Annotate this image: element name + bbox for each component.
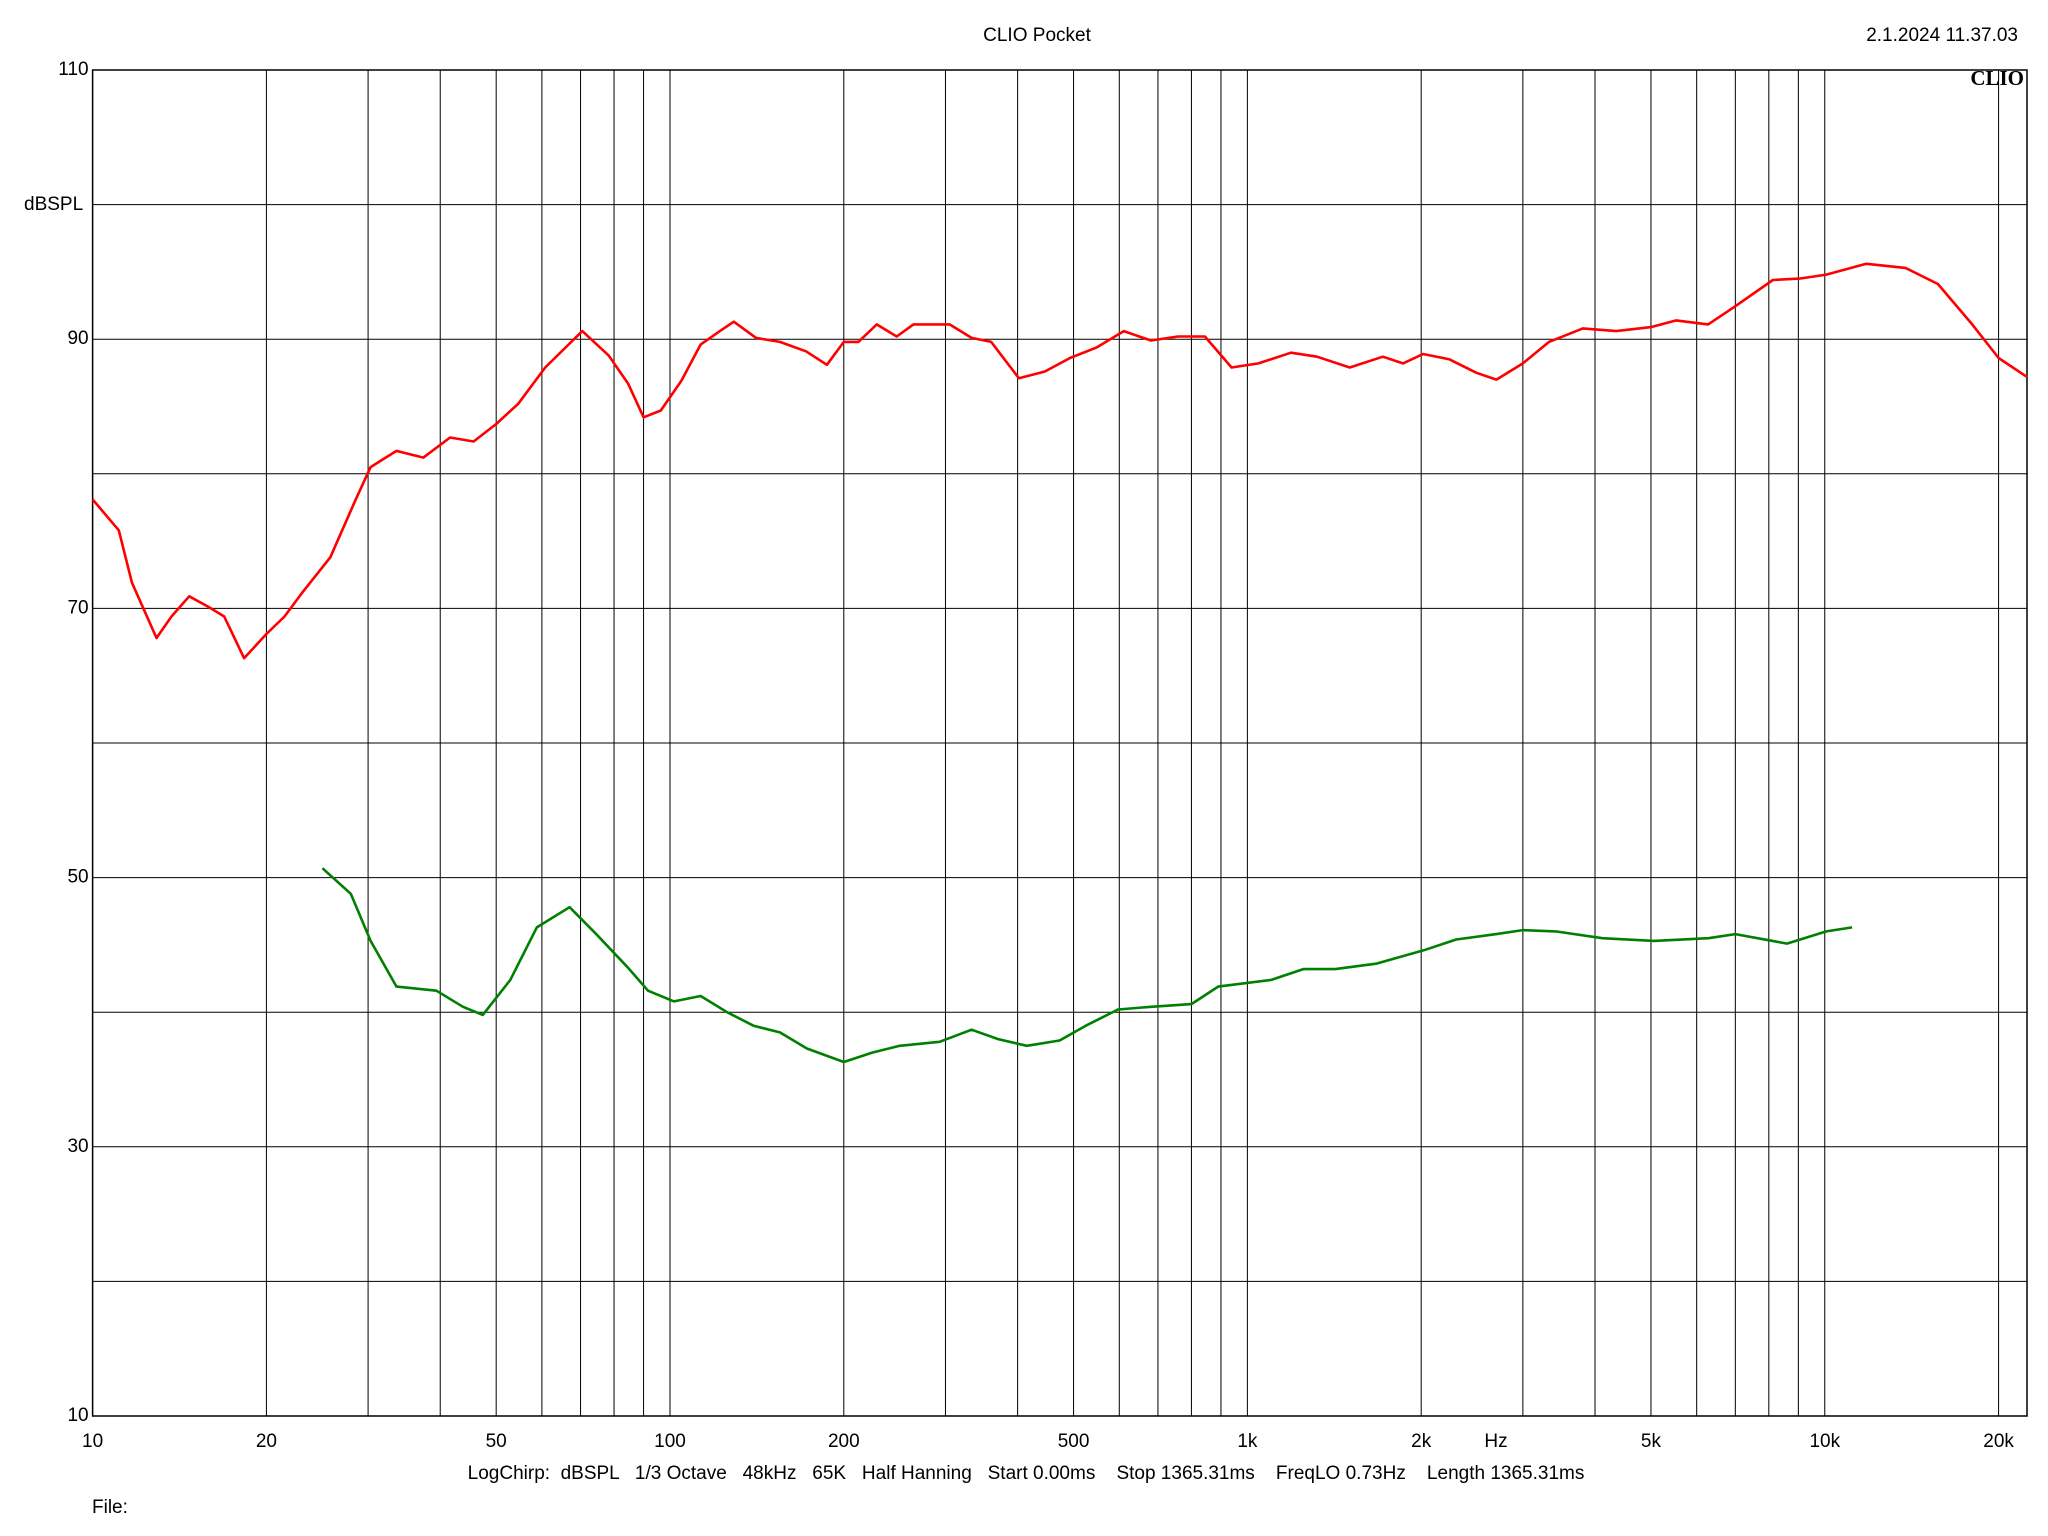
x-tick-label: 5k: [1641, 1431, 1662, 1452]
footer: LogChirp: dBSPL 1/3 Octave 48kHz 65K Hal…: [468, 1463, 1585, 1484]
y-tick-label: 90: [67, 328, 88, 349]
x-tick-label: 100: [654, 1431, 686, 1452]
y-tick-label: 110: [58, 59, 88, 80]
x-tick-label: 20: [256, 1431, 277, 1452]
x-tick-label: 200: [828, 1431, 860, 1452]
y-tick-label: 50: [67, 867, 88, 888]
x-tick-label: 500: [1058, 1431, 1090, 1452]
x-tick-label: 50: [486, 1431, 507, 1452]
x-tick-label: 20k: [1983, 1431, 2014, 1452]
timestamp: 2.1.2024 11.37.03: [1866, 25, 2018, 46]
y-tick-label: 30: [67, 1136, 88, 1157]
y-tick-label: 10: [67, 1405, 88, 1426]
x-tick-label: 10k: [1809, 1431, 1840, 1452]
y-axis-label: dBSPL: [24, 194, 83, 215]
response-line: [91, 262, 2028, 660]
x-axis-label: Hz: [1484, 1431, 1507, 1452]
x-tick-label: 2k: [1411, 1431, 1432, 1452]
x-tick-label: 10: [82, 1431, 103, 1452]
y-tick-label: 70: [67, 597, 88, 618]
chart-title: CLIO Pocket: [983, 25, 1091, 46]
response-line: [321, 867, 1853, 1064]
x-tick-label: 1k: [1237, 1431, 1258, 1452]
plot-frame: [91, 69, 2028, 1417]
file-label: File:: [92, 1497, 128, 1518]
